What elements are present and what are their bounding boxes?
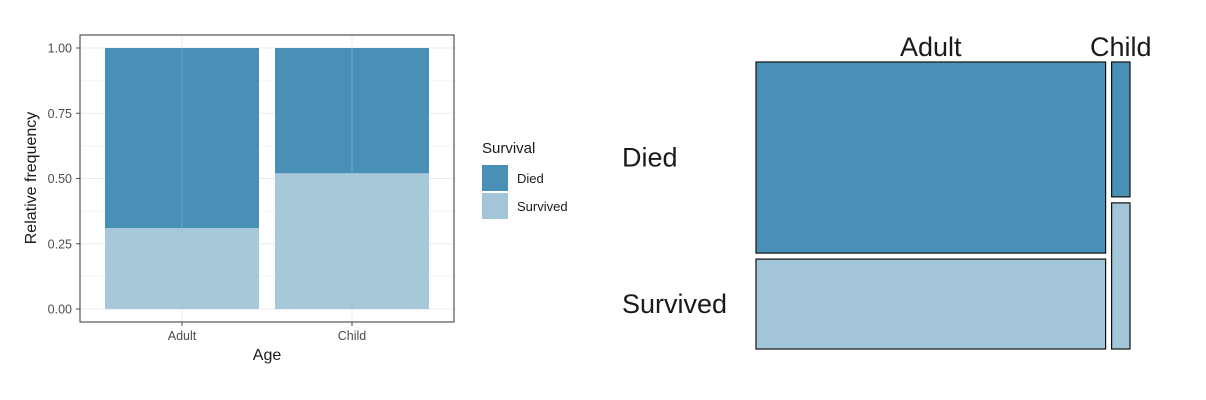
legend-items: Died Survived: [482, 165, 568, 219]
mosaic-cells: [755, 61, 1131, 350]
bar-adult-died: [105, 48, 259, 229]
legend-label-died: Died: [517, 171, 544, 186]
legend-title: Survival: [482, 140, 535, 157]
legend-label-survived: Survived: [517, 199, 568, 214]
bar-adult-survived: [105, 228, 259, 309]
mosaic-column-label-child: Child: [1090, 32, 1152, 62]
y-tick-label: 0.25: [48, 237, 72, 251]
bar-chart-bars: [105, 48, 429, 309]
mosaic-row-label-died: Died: [622, 143, 678, 173]
legend: Survival Died Survived: [482, 140, 568, 219]
mosaic-cell-child-died: [1110, 61, 1131, 198]
mosaic-column-labels: Adult Child: [900, 32, 1152, 62]
mosaic-cell-adult-died: [755, 61, 1107, 254]
mosaic-row-labels: Died Survived: [622, 143, 727, 320]
y-tick-label: 0.75: [48, 107, 72, 121]
mosaic-cell-adult-survived: [755, 258, 1107, 350]
mosaic-cell-child-survived: [1110, 202, 1131, 350]
bar-child-died: [275, 48, 429, 174]
x-tick-label: Child: [338, 329, 367, 343]
mosaic-chart: Adult Child Died Survived: [622, 32, 1152, 350]
x-tick-label: Adult: [168, 329, 197, 343]
x-axis-title: Age: [253, 347, 282, 364]
legend-key-survived: [482, 193, 508, 219]
y-axis-ticks: 0.00 0.25 0.50 0.75 1.00: [48, 42, 80, 317]
y-tick-label: 0.00: [48, 303, 72, 317]
stacked-bar-chart: 0.00 0.25 0.50 0.75 1.00 Adult Child Age Rela…: [23, 34, 568, 364]
bar-child-survived: [275, 173, 429, 309]
mosaic-row-label-survived: Survived: [622, 289, 727, 319]
mosaic-column-label-adult: Adult: [900, 32, 962, 62]
y-axis-title: Relative frequency: [23, 112, 40, 245]
y-tick-label: 1.00: [48, 42, 72, 56]
y-tick-label: 0.50: [48, 172, 72, 186]
x-axis-ticks: Adult Child: [168, 322, 367, 343]
legend-key-died: [482, 165, 508, 191]
